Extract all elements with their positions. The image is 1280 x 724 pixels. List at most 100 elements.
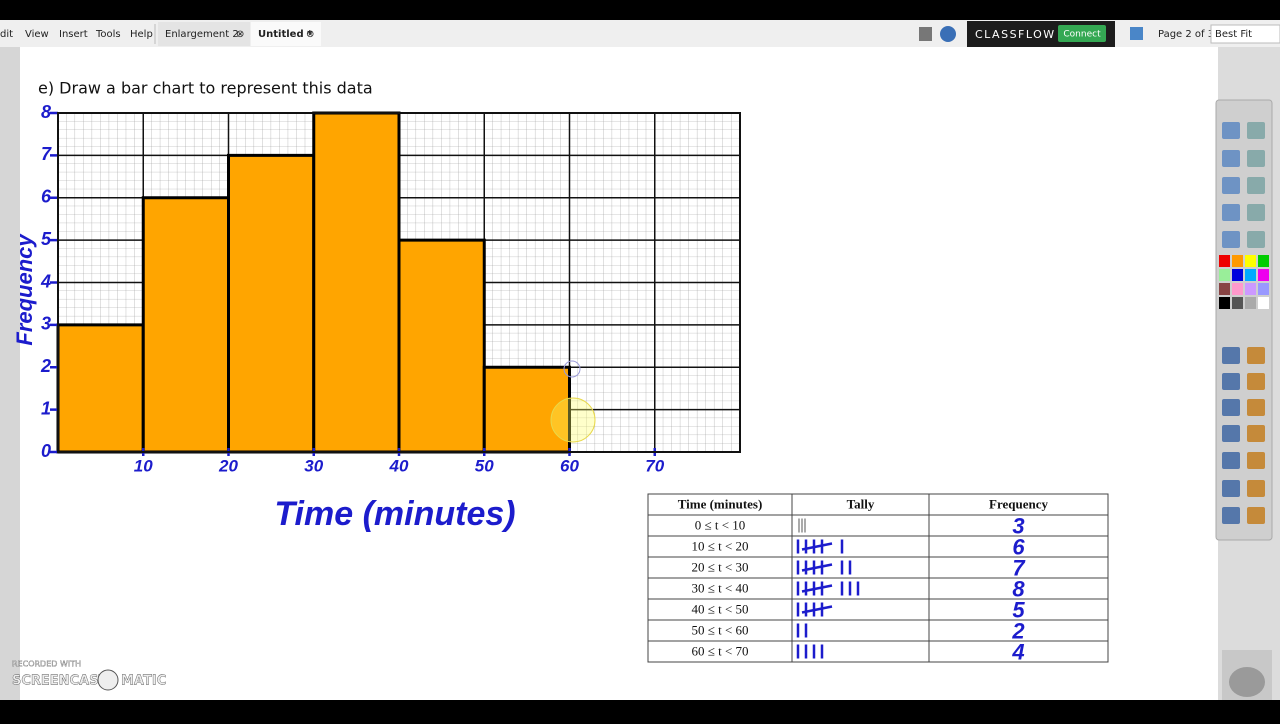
y-tick-label: 0 [41, 441, 51, 461]
tab-label[interactable]: Untitled * [258, 29, 313, 40]
table-header: Tally [847, 496, 875, 511]
time-range: 50 ≤ t < 60 [691, 622, 748, 637]
tool[interactable] [1222, 399, 1240, 416]
time-range: 30 ≤ t < 40 [691, 580, 748, 595]
tool[interactable] [1247, 231, 1265, 248]
y-tick-label: 4 [40, 271, 51, 291]
menu-item[interactable]: Insert [59, 29, 88, 40]
color-swatch[interactable] [1232, 255, 1243, 267]
tally [798, 518, 806, 533]
tool[interactable] [1222, 452, 1240, 469]
tally [796, 644, 824, 659]
plot-border [57, 112, 741, 453]
tally [796, 623, 808, 638]
menu-item[interactable]: View [25, 29, 49, 40]
tool[interactable] [1247, 122, 1265, 139]
time-range: 60 ≤ t < 70 [691, 643, 748, 658]
watermark-logo [97, 669, 119, 691]
time-range: 10 ≤ t < 20 [691, 538, 748, 553]
zoom-select[interactable] [1210, 24, 1280, 44]
bottom-bar [0, 700, 1280, 720]
color-swatch[interactable] [1245, 297, 1256, 309]
frequency: 7 [1012, 555, 1026, 580]
frequency: 6 [1012, 534, 1025, 559]
tab-close[interactable]: ⊗ [306, 29, 314, 40]
y-tick-label: 6 [41, 187, 52, 207]
x-tick-label: 50 [475, 456, 494, 475]
color-swatch[interactable] [1245, 255, 1256, 267]
tool[interactable] [1247, 150, 1265, 167]
frequency: 8 [1012, 576, 1025, 601]
tab-label[interactable]: Enlargement 2 [165, 29, 239, 40]
color-swatch[interactable] [1219, 269, 1230, 281]
tool[interactable] [1247, 399, 1265, 416]
color-swatch[interactable] [1258, 269, 1269, 281]
tab[interactable] [251, 22, 321, 46]
tool[interactable] [1247, 177, 1265, 194]
color-swatch[interactable] [1219, 297, 1230, 309]
x-tick-label: 20 [218, 456, 238, 475]
tool[interactable] [1222, 347, 1240, 364]
connect-button[interactable] [1058, 25, 1106, 42]
x-tick-label: 10 [134, 456, 153, 475]
color-swatch[interactable] [1258, 283, 1269, 295]
tally-strike [801, 605, 833, 614]
tool[interactable] [1222, 177, 1240, 194]
color-swatch[interactable] [1232, 269, 1243, 281]
color-swatch[interactable] [1258, 255, 1269, 267]
tool[interactable] [1222, 231, 1240, 248]
color-swatch[interactable] [1258, 297, 1269, 309]
menu: dit View Insert Tools Help [0, 29, 153, 40]
x-tick-label: 40 [389, 456, 409, 475]
top-bar [0, 0, 1280, 20]
icon[interactable] [1130, 27, 1143, 40]
left-margin [0, 47, 20, 700]
menu-item[interactable]: dit [0, 29, 13, 40]
bar [312, 111, 401, 454]
color-swatch[interactable] [1245, 269, 1256, 281]
menu-item[interactable]: Tools [95, 29, 121, 40]
icon[interactable] [919, 27, 932, 41]
tool[interactable] [1222, 507, 1240, 524]
color-swatch[interactable] [1232, 297, 1243, 309]
frequency: 2 [1011, 618, 1025, 643]
tool[interactable] [1247, 373, 1265, 390]
watermark-small: RECORDED WITH [12, 660, 81, 669]
tab-close[interactable]: ⊗ [236, 29, 244, 40]
y-tick-label: 5 [41, 229, 52, 249]
color-swatch[interactable] [1245, 283, 1256, 295]
tool[interactable] [1222, 425, 1240, 442]
x-tick-label: 30 [304, 456, 323, 475]
trash-icon[interactable] [1229, 667, 1265, 697]
watermark: MATIC [121, 674, 166, 689]
cursor-highlight [550, 397, 596, 443]
y-tick-label: 3 [41, 314, 51, 334]
icon[interactable] [940, 26, 956, 42]
tab[interactable] [158, 22, 250, 46]
tool[interactable] [1222, 480, 1240, 497]
tool[interactable] [1222, 204, 1240, 221]
x-tick-label: 60 [560, 456, 579, 475]
connect-label[interactable]: Connect [1063, 30, 1101, 40]
tool[interactable] [1247, 425, 1265, 442]
tool[interactable] [1222, 373, 1240, 390]
tool[interactable] [1247, 480, 1265, 497]
chart-title: e) Draw a bar chart to represent this da… [38, 79, 373, 98]
tool[interactable] [1247, 347, 1265, 364]
color-swatch[interactable] [1219, 255, 1230, 267]
tool[interactable] [1247, 204, 1265, 221]
tool[interactable] [1222, 122, 1240, 139]
x-tick-label: 70 [645, 456, 664, 475]
tool[interactable] [1222, 150, 1240, 167]
zoom-label[interactable]: Best Fit [1215, 29, 1252, 40]
table-header: Frequency [989, 496, 1048, 511]
color-swatch[interactable] [1219, 283, 1230, 295]
cursor-ring [563, 360, 581, 378]
frequency: 4 [1011, 639, 1024, 664]
y-tick-label: 1 [41, 398, 51, 418]
frequency: 5 [1012, 597, 1025, 622]
tool[interactable] [1247, 452, 1265, 469]
menu-item[interactable]: Help [130, 29, 153, 40]
tool[interactable] [1247, 507, 1265, 524]
color-swatch[interactable] [1232, 283, 1243, 295]
